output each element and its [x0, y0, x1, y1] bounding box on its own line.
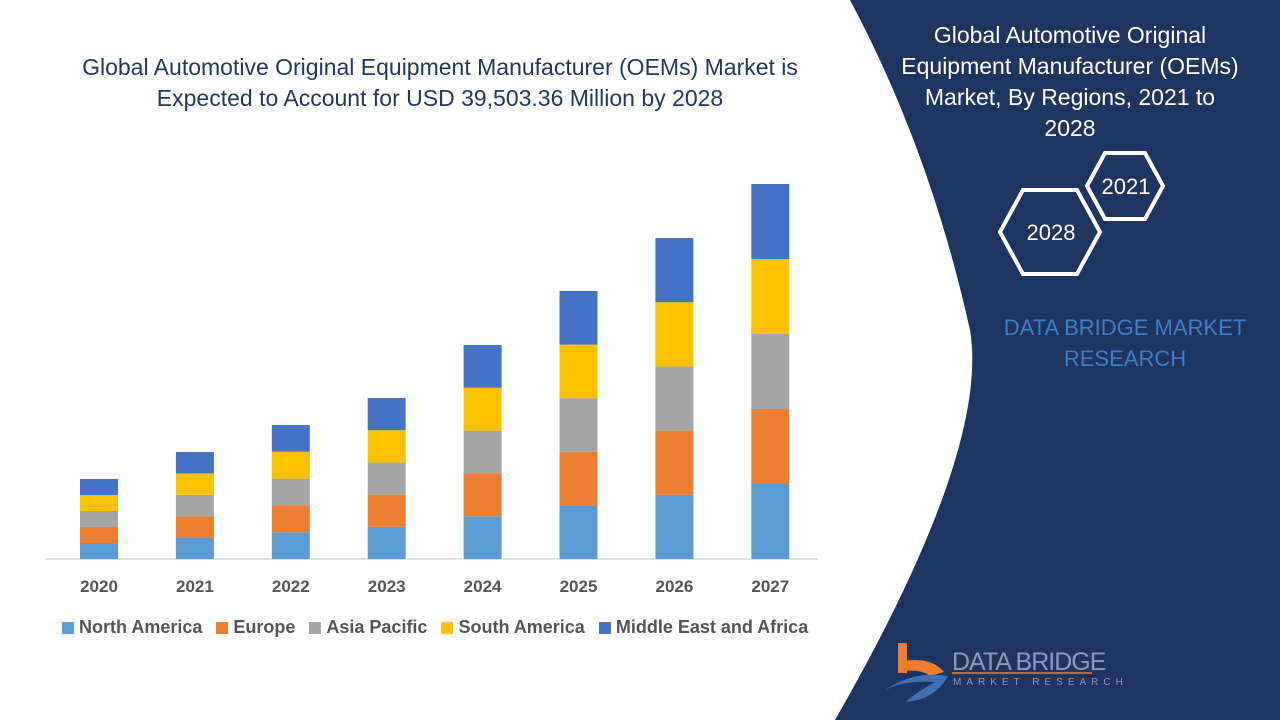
bar-2021-asia-pacific	[175, 494, 214, 517]
legend-item: Asia Pacific	[309, 617, 427, 638]
bar-2027-north-america	[751, 484, 790, 559]
brand-text: DATA BRIDGE MARKET RESEARCH	[1003, 315, 1247, 371]
legend-item: Europe	[216, 617, 295, 638]
legend-swatch	[62, 621, 74, 634]
bar-2021-europe	[175, 516, 214, 538]
bar-2024-north-america	[463, 516, 502, 559]
bar-2022-europe	[271, 505, 310, 533]
x-tick-label: 2025	[560, 577, 598, 596]
legend-swatch	[309, 621, 322, 634]
legend-label: Europe	[233, 617, 296, 637]
bar-2027-europe	[751, 409, 790, 484]
bar-2026-europe	[655, 430, 694, 495]
legend-label: Asia Pacific	[326, 617, 428, 637]
legend-swatch	[598, 621, 611, 634]
hex-label-2028: 2028	[1027, 220, 1076, 245]
bar-2023-europe	[367, 494, 406, 527]
bar-2025-asia-pacific	[559, 398, 598, 452]
bar-2021-south-america	[175, 473, 214, 495]
bar-2025-europe	[559, 451, 598, 506]
bar-2023-middle-east-and-africa	[367, 398, 406, 431]
legend-label: Middle East and Africa	[615, 617, 809, 637]
bar-2021-north-america	[175, 537, 214, 559]
bar-2027-asia-pacific	[751, 334, 790, 409]
bar-2022-south-america	[271, 451, 310, 479]
bar-2021-middle-east-and-africa	[175, 452, 214, 474]
x-tick-label: 2026	[655, 577, 693, 596]
x-tick-label: 2021	[176, 577, 214, 596]
legend-label: South America	[458, 617, 585, 637]
hexagon-2021	[1084, 151, 1166, 221]
x-tick-label: 2024	[464, 577, 502, 596]
legend-item: Middle East and Africa	[598, 617, 809, 638]
legend-item: South America	[441, 617, 585, 638]
bar-2026-middle-east-and-africa	[655, 238, 694, 303]
legend-swatch	[216, 621, 229, 634]
bar-2022-north-america	[271, 532, 310, 559]
legend-item: North America	[62, 617, 202, 638]
legend: North America Europe Asia Pacific South Ame…	[62, 617, 808, 638]
legend-swatch	[441, 621, 454, 634]
x-tick-label: 2020	[80, 577, 118, 596]
chart-title: Global Automotive Original Equipment Man…	[82, 54, 798, 111]
legend-label: North America	[79, 617, 203, 637]
bar-2022-middle-east-and-africa	[271, 425, 310, 452]
chart-plot: 2020 2021 2022 2023 2024 2025 2026 2027	[45, 184, 818, 596]
bar-2024-europe	[463, 473, 502, 517]
logo-text: DATA BRIDGE	[952, 648, 1106, 676]
side-panel	[835, 0, 1280, 720]
bar-2023-south-america	[367, 430, 406, 463]
logo-icon	[885, 643, 948, 702]
bar-2023-asia-pacific	[367, 462, 406, 495]
bar-2026-north-america	[655, 494, 694, 559]
bar-2027-south-america	[751, 259, 790, 334]
bar-2020-europe	[80, 527, 118, 543]
hexagon-2028	[997, 188, 1103, 276]
x-tick-label: 2023	[368, 577, 406, 596]
hex-label-2021: 2021	[1102, 174, 1151, 199]
side-panel-title: Global Automotive Original Equipment Man…	[901, 22, 1239, 141]
bar-2022-asia-pacific	[271, 478, 310, 506]
bar-2020-north-america	[80, 543, 118, 559]
bar-2020-asia-pacific	[80, 511, 118, 527]
bar-2024-south-america	[463, 387, 502, 431]
bar-2023-north-america	[367, 526, 406, 559]
bar-2027-middle-east-and-africa	[751, 184, 790, 259]
bar-2024-asia-pacific	[463, 430, 502, 474]
bar-2024-middle-east-and-africa	[463, 345, 502, 388]
bar-2020-middle-east-and-africa	[80, 479, 118, 495]
logo-subtext: MARKET RESEARCH	[953, 677, 1128, 688]
bar-2020-south-america	[80, 495, 118, 511]
bar-2026-asia-pacific	[655, 366, 694, 431]
x-tick-label: 2027	[751, 577, 789, 596]
bar-2025-north-america	[559, 505, 598, 559]
x-tick-label: 2022	[272, 577, 310, 596]
bar-2025-south-america	[559, 344, 598, 399]
bar-2025-middle-east-and-africa	[559, 291, 598, 345]
bar-2026-south-america	[655, 302, 694, 367]
